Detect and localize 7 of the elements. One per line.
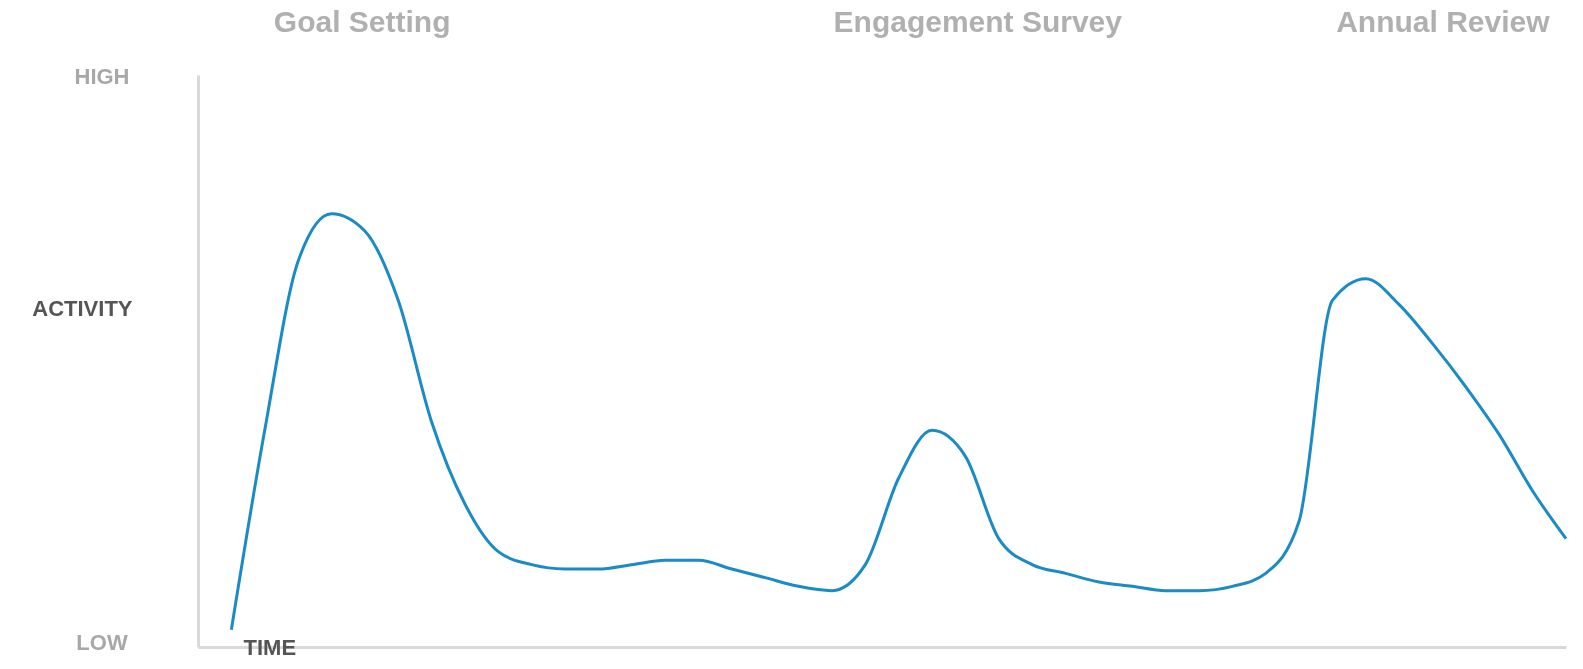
text: Annual Review — [1336, 5, 1551, 38]
text: Goal Setting — [273, 5, 451, 38]
y-axis-title: ACTIVITY — [32, 296, 133, 322]
text: Engagement Survey — [833, 5, 1123, 38]
x-axis-title: TIME — [243, 634, 297, 660]
text: HIGH — [74, 64, 130, 89]
text: LOW — [76, 630, 128, 655]
